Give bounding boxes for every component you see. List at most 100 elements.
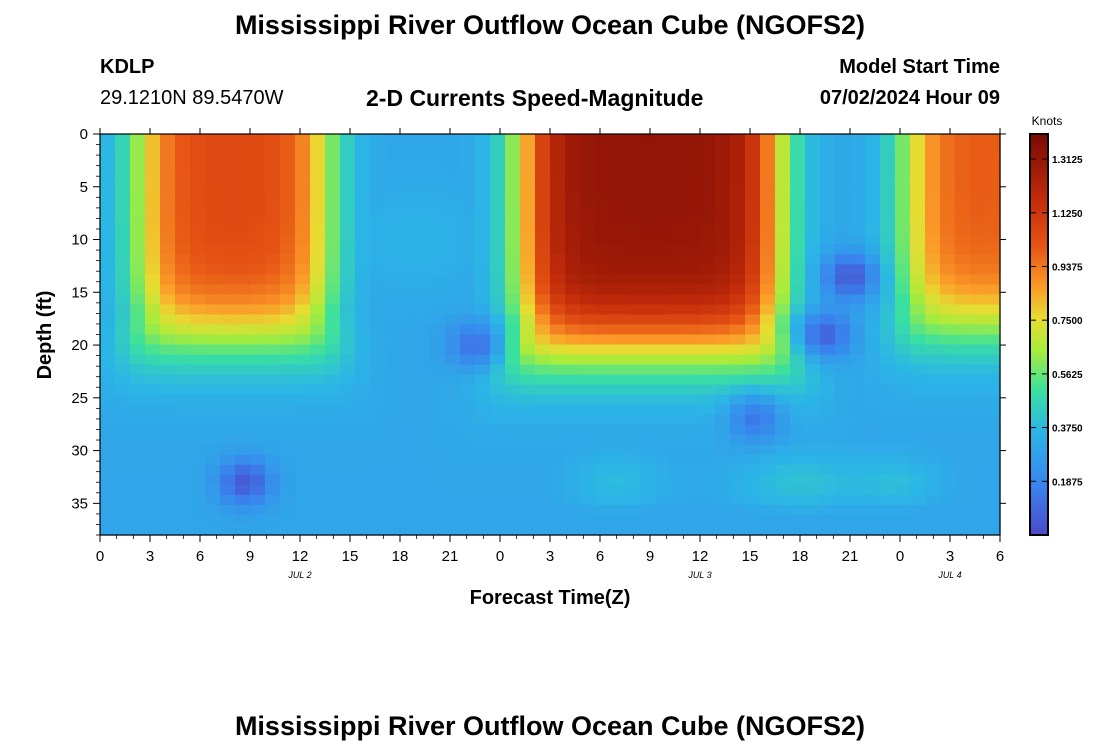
heatmap-cell <box>295 404 311 416</box>
heatmap-cell <box>895 164 911 175</box>
heatmap-cell <box>610 164 626 175</box>
heatmap-cell <box>835 184 851 195</box>
heatmap-cell <box>370 454 386 466</box>
heatmap-cell <box>490 404 506 416</box>
heatmap-cell <box>280 314 296 326</box>
heatmap-cell <box>835 394 851 406</box>
heatmap-cell <box>670 414 686 426</box>
heatmap-cell <box>775 514 791 526</box>
heatmap-cell <box>355 514 371 526</box>
heatmap-cell <box>325 294 341 306</box>
heatmap-cell <box>325 404 341 416</box>
heatmap-cell <box>235 234 251 245</box>
heatmap-cell <box>355 464 371 476</box>
heatmap-cell <box>850 344 866 356</box>
heatmap-cell <box>535 164 551 175</box>
heatmap-cell <box>160 204 176 215</box>
heatmap-cell <box>940 274 956 285</box>
heatmap-cell <box>940 424 956 436</box>
heatmap-cell <box>355 164 371 175</box>
heatmap-cell <box>385 524 401 536</box>
heatmap-cell <box>190 434 206 446</box>
heatmap-cell <box>325 204 341 215</box>
heatmap-cell <box>625 434 641 446</box>
heatmap-cell <box>655 454 671 466</box>
heatmap-cell <box>820 394 836 406</box>
heatmap-cell <box>655 204 671 215</box>
heatmap-cell <box>250 234 266 245</box>
heatmap-cell <box>355 134 371 145</box>
heatmap-cell <box>910 444 926 456</box>
heatmap-cell <box>385 234 401 245</box>
heatmap-cell <box>865 154 881 165</box>
heatmap-cell <box>910 524 926 536</box>
heatmap-cell <box>580 454 596 466</box>
heatmap-cell <box>970 224 986 235</box>
heatmap-cell <box>940 184 956 195</box>
heatmap-cell <box>880 444 896 456</box>
heatmap-cell <box>760 434 776 446</box>
heatmap-cell <box>145 524 161 536</box>
heatmap-cell <box>820 454 836 466</box>
heatmap-cell <box>580 164 596 175</box>
heatmap-cell <box>775 234 791 245</box>
heatmap-cell <box>400 314 416 326</box>
heatmap-cell <box>985 394 1001 406</box>
heatmap-cell <box>325 154 341 165</box>
heatmap-cell <box>700 164 716 175</box>
heatmap-cell <box>130 264 146 275</box>
heatmap-cell <box>145 414 161 426</box>
heatmap-cell <box>610 154 626 165</box>
heatmap-cell <box>355 394 371 406</box>
heatmap-cell <box>730 174 746 185</box>
heatmap-cell <box>340 304 356 316</box>
heatmap-cell <box>415 254 431 265</box>
heatmap-cell <box>160 294 176 306</box>
heatmap-cell <box>310 234 326 245</box>
heatmap-cell <box>865 304 881 316</box>
heatmap-cell <box>340 434 356 446</box>
heatmap-cell <box>895 224 911 235</box>
heatmap-cell <box>610 324 626 336</box>
heatmap-cell <box>670 454 686 466</box>
heatmap-cell <box>850 374 866 386</box>
heatmap-cell <box>490 174 506 185</box>
heatmap-cell <box>100 204 116 215</box>
heatmap-cell <box>565 524 581 536</box>
heatmap-cell <box>205 434 221 446</box>
heatmap-cell <box>550 354 566 366</box>
heatmap-cell <box>160 324 176 336</box>
heatmap-cell <box>925 274 941 285</box>
heatmap-cell <box>865 244 881 255</box>
heatmap-cell <box>175 464 191 476</box>
heatmap-cell <box>610 514 626 526</box>
heatmap-cell <box>445 204 461 215</box>
heatmap-cell <box>580 404 596 416</box>
heatmap-cell <box>850 184 866 195</box>
heatmap-cell <box>775 494 791 506</box>
heatmap-cell <box>115 414 131 426</box>
heatmap-cell <box>400 354 416 366</box>
heatmap-cell <box>430 144 446 155</box>
heatmap-cell <box>475 514 491 526</box>
heatmap-cell <box>145 134 161 145</box>
heatmap-cell <box>505 334 521 346</box>
heatmap-cell <box>760 494 776 506</box>
heatmap-cell <box>715 214 731 225</box>
heatmap-cell <box>565 184 581 195</box>
heatmap-cell <box>355 204 371 215</box>
heatmap-cell <box>595 394 611 406</box>
heatmap-cell <box>970 504 986 516</box>
heatmap-cell <box>415 294 431 306</box>
heatmap-cell <box>235 184 251 195</box>
heatmap-cell <box>880 424 896 436</box>
heatmap-cell <box>550 274 566 285</box>
heatmap-cell <box>745 444 761 456</box>
heatmap-cell <box>400 394 416 406</box>
heatmap-cell <box>370 434 386 446</box>
heatmap-cell <box>520 514 536 526</box>
heatmap-cell <box>385 134 401 145</box>
heatmap-cell <box>760 154 776 165</box>
heatmap-cell <box>910 384 926 396</box>
heatmap-cell <box>430 344 446 356</box>
